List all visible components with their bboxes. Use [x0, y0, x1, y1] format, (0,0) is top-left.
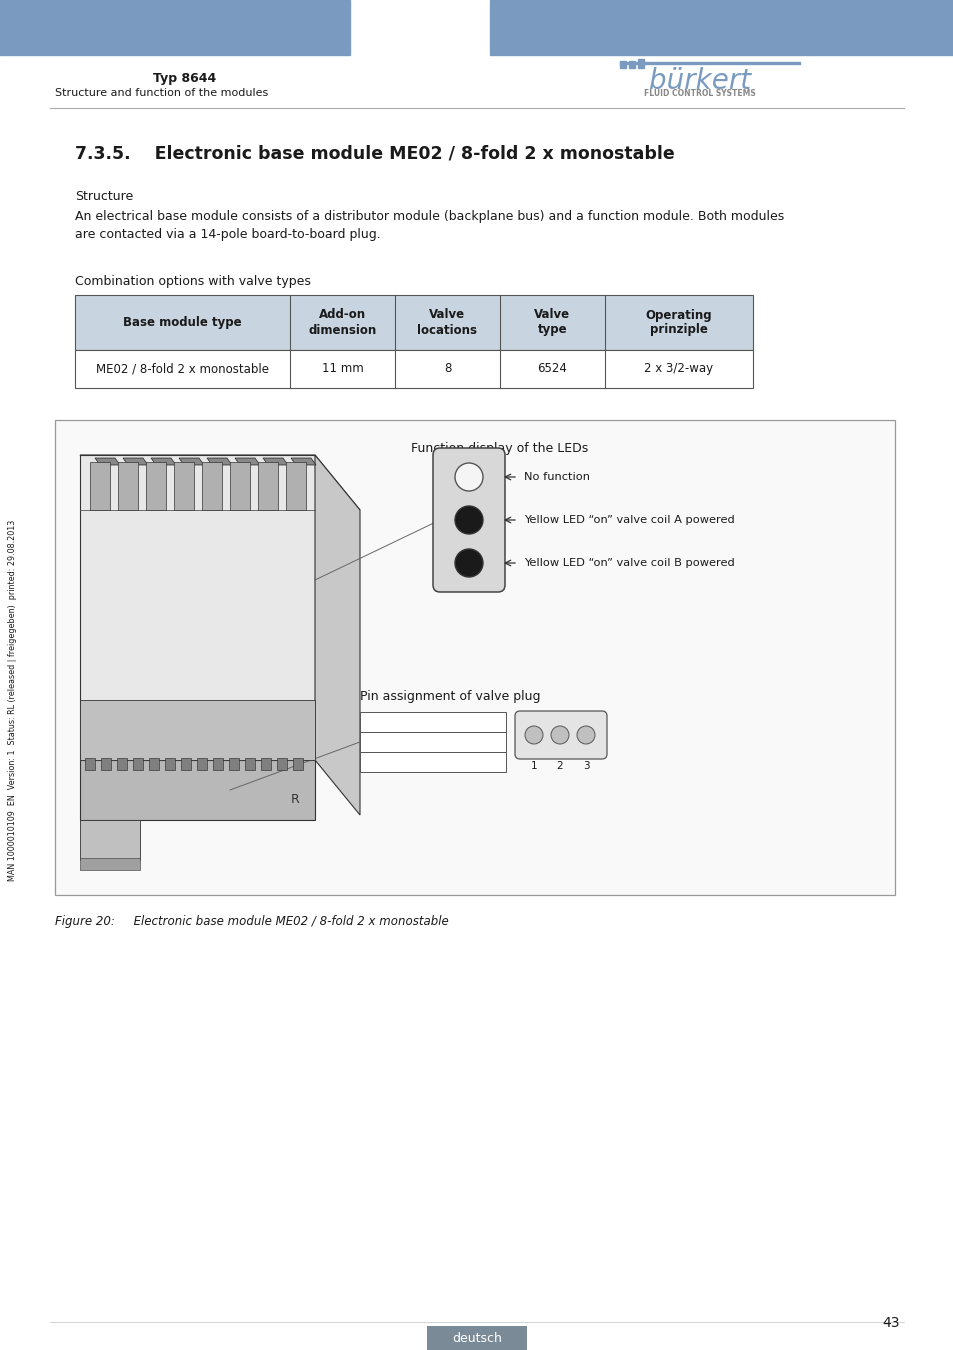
Circle shape — [455, 463, 482, 491]
Bar — [638, 59, 643, 68]
Text: Structure and function of the modules: Structure and function of the modules — [55, 88, 268, 99]
Text: Valve coil B: Valve coil B — [411, 757, 482, 767]
Bar — [117, 757, 127, 769]
Bar — [261, 757, 271, 769]
Bar — [230, 462, 250, 510]
Bar — [490, 0, 953, 55]
Text: Yellow LED “on” valve coil B powered: Yellow LED “on” valve coil B powered — [523, 558, 734, 568]
Bar — [55, 420, 894, 895]
Text: Valve coil A: Valve coil A — [415, 717, 478, 728]
Text: 3: 3 — [582, 761, 589, 771]
Text: 1: 1 — [370, 717, 377, 728]
Text: 3: 3 — [370, 757, 377, 767]
Text: 24 V: 24 V — [434, 737, 459, 747]
Text: 6524: 6524 — [537, 363, 567, 375]
Text: Structure: Structure — [75, 190, 133, 202]
Bar — [165, 757, 174, 769]
Bar — [293, 757, 303, 769]
Bar — [146, 462, 166, 510]
Polygon shape — [80, 455, 314, 760]
Bar — [359, 711, 505, 732]
Bar — [80, 819, 140, 860]
Text: deutsch: deutsch — [452, 1331, 501, 1345]
Bar — [173, 462, 193, 510]
Text: R: R — [291, 794, 299, 806]
Text: Operating
prinziple: Operating prinziple — [645, 309, 712, 336]
Bar — [80, 701, 314, 760]
FancyBboxPatch shape — [515, 711, 606, 759]
Text: An electrical base module consists of a distributor module (backplane bus) and a: An electrical base module consists of a … — [75, 211, 783, 223]
Bar — [90, 462, 110, 510]
Bar — [257, 462, 277, 510]
Text: Add-on
dimension: Add-on dimension — [308, 309, 376, 336]
Bar — [619, 62, 800, 63]
Text: FLUID CONTROL SYSTEMS: FLUID CONTROL SYSTEMS — [643, 89, 755, 99]
Polygon shape — [314, 455, 359, 815]
Text: bürkert: bürkert — [648, 68, 750, 94]
FancyBboxPatch shape — [433, 448, 504, 593]
Bar — [286, 462, 306, 510]
Text: 2: 2 — [557, 761, 562, 771]
Text: 1: 1 — [530, 761, 537, 771]
Bar — [245, 757, 254, 769]
Polygon shape — [123, 458, 148, 464]
Bar — [80, 859, 140, 869]
Text: Typ 8644: Typ 8644 — [153, 72, 216, 85]
Text: Figure 20:     Electronic base module ME02 / 8-fold 2 x monostable: Figure 20: Electronic base module ME02 /… — [55, 915, 448, 927]
Polygon shape — [234, 458, 260, 464]
Bar — [75, 296, 752, 350]
Text: 43: 43 — [882, 1316, 899, 1330]
Bar — [359, 752, 505, 772]
Polygon shape — [151, 458, 175, 464]
Bar — [101, 757, 111, 769]
Bar — [213, 757, 223, 769]
Text: are contacted via a 14-pole board-to-board plug.: are contacted via a 14-pole board-to-boa… — [75, 228, 380, 242]
Bar — [202, 462, 222, 510]
Bar — [132, 757, 143, 769]
Polygon shape — [207, 458, 232, 464]
Circle shape — [551, 726, 568, 744]
Polygon shape — [263, 458, 288, 464]
Text: 2 x 3/2-way: 2 x 3/2-way — [644, 363, 713, 375]
Polygon shape — [80, 760, 314, 819]
Text: MAN 1000010109  EN  Version: 1  Status: RL (released | freigegeben)  printed: 29: MAN 1000010109 EN Version: 1 Status: RL … — [9, 520, 17, 880]
Text: Yellow LED “on” valve coil A powered: Yellow LED “on” valve coil A powered — [523, 514, 734, 525]
Text: No function: No function — [523, 472, 589, 482]
Polygon shape — [95, 458, 120, 464]
Text: Function display of the LEDs: Function display of the LEDs — [411, 441, 588, 455]
Text: 2: 2 — [370, 737, 377, 747]
Circle shape — [577, 726, 595, 744]
Bar — [359, 732, 505, 752]
Text: ME02 / 8-fold 2 x monostable: ME02 / 8-fold 2 x monostable — [96, 363, 269, 375]
Text: 8: 8 — [443, 363, 451, 375]
Text: Base module type: Base module type — [123, 316, 241, 329]
Bar — [196, 757, 207, 769]
Polygon shape — [291, 458, 315, 464]
Bar — [118, 462, 138, 510]
Bar — [75, 350, 752, 387]
Bar — [619, 61, 625, 68]
Text: 7.3.5.    Electronic base module ME02 / 8-fold 2 x monostable: 7.3.5. Electronic base module ME02 / 8-f… — [75, 144, 674, 163]
Text: Valve
locations: Valve locations — [417, 309, 477, 336]
Polygon shape — [179, 458, 204, 464]
Text: Combination options with valve types: Combination options with valve types — [75, 275, 311, 288]
Bar — [181, 757, 191, 769]
Bar — [276, 757, 287, 769]
Bar — [229, 757, 239, 769]
Polygon shape — [80, 455, 359, 510]
Bar — [427, 1326, 526, 1350]
Bar — [149, 757, 159, 769]
Text: Pin assignment of valve plug: Pin assignment of valve plug — [359, 690, 540, 703]
Circle shape — [455, 549, 482, 576]
Circle shape — [524, 726, 542, 744]
Bar — [628, 61, 635, 68]
Bar — [0, 0, 350, 55]
Circle shape — [455, 506, 482, 535]
Text: 11 mm: 11 mm — [321, 363, 363, 375]
Text: Valve
type: Valve type — [534, 309, 570, 336]
Bar — [85, 757, 95, 769]
